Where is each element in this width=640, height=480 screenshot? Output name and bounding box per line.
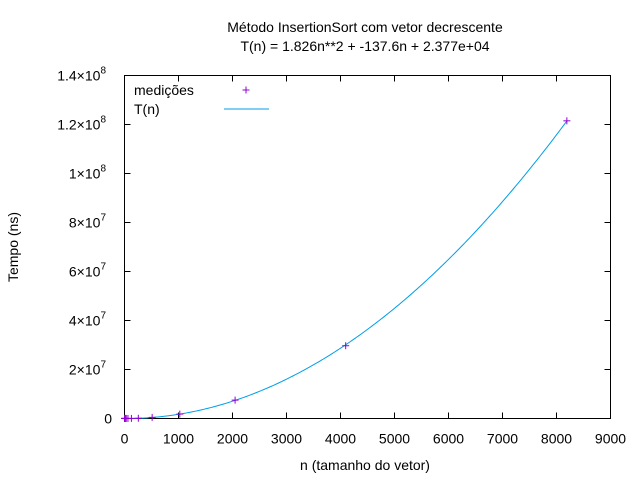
x-axis: 0 1000 2000 3000 4000 5000 6000 7000 8000 9000 [121,75,626,447]
y-tick-label: 1.2×108 [57,115,106,133]
x-axis-label: n (tamanho do vetor) [300,457,430,473]
x-tick-label: 3000 [271,431,302,447]
x-tick: 3000 [271,75,302,447]
data-point [176,410,184,418]
x-tick-label: 6000 [433,431,464,447]
y-tick-mantissa: 4×10 [69,313,101,329]
y-tick-mantissa: 1×10 [69,166,101,182]
points-layer [121,117,571,422]
y-tick-mantissa: 1.2×10 [57,117,100,133]
y-tick: 2×107 [69,360,611,378]
y-tick-label: 2×107 [69,360,107,378]
x-tick: 9000 [595,75,626,447]
y-tick-mantissa: 1.4×10 [57,68,100,84]
y-tick-exponent: 7 [100,311,106,322]
x-tick: 1000 [163,75,194,447]
x-tick-label: 8000 [541,431,572,447]
x-tick: 8000 [541,75,572,447]
y-tick-exponent: 7 [100,262,106,273]
x-tick: 6000 [433,75,464,447]
x-tick-label: 1000 [163,431,194,447]
data-point [563,117,571,125]
y-tick-label: 1×108 [69,164,107,182]
x-tick: 7000 [487,75,518,447]
x-tick-label: 4000 [325,431,356,447]
y-tick: 1×108 [69,164,611,182]
y-tick-exponent: 8 [100,66,106,77]
y-tick-label: 4×107 [69,311,107,329]
y-tick-exponent: 8 [100,115,106,126]
y-tick-exponent: 7 [100,360,106,371]
x-tick-label: 9000 [595,431,626,447]
y-tick: 1.4×108 [57,66,611,84]
y-tick-mantissa: 6×10 [69,264,101,280]
y-tick-exponent: 8 [100,164,106,175]
y-tick: 8×107 [69,213,611,231]
y-tick: 6×107 [69,262,611,280]
data-point [231,396,239,404]
y-tick-label: 1.4×108 [57,66,106,84]
x-tick: 4000 [325,75,356,447]
legend-label-medicoes: medições [134,82,194,98]
data-point [342,342,350,350]
x-tick: 2000 [217,75,248,447]
y-tick: 4×107 [69,311,611,329]
chart-title-line2: T(n) = 1.826n**2 + -137.6n + 2.377e+04 [240,38,489,54]
data-point [134,414,142,422]
y-tick-mantissa: 0 [104,411,112,427]
x-tick-label: 7000 [487,431,518,447]
data-point [127,414,135,422]
chart-title-line1: Método InsertionSort com vetor decrescen… [227,19,503,35]
y-tick: 1.2×108 [57,115,611,133]
x-tick-label: 2000 [217,431,248,447]
legend: medições T(n) [134,82,269,117]
data-point [148,413,156,421]
y-tick-mantissa: 2×10 [69,362,101,378]
fit-curve [124,120,568,419]
x-tick: 5000 [379,75,410,447]
fit-layer [124,120,568,419]
y-tick-exponent: 7 [100,213,106,224]
y-tick-label: 0 [104,411,112,427]
x-tick-label: 0 [121,431,129,447]
legend-marker-medicoes [242,86,250,94]
x-tick-label: 5000 [379,431,410,447]
y-tick-label: 6×107 [69,262,107,280]
plot-area-frame [124,75,611,419]
legend-label-fit: T(n) [134,101,160,117]
y-axis-label: Tempo (ns) [5,212,21,282]
y-tick-mantissa: 8×10 [69,215,101,231]
y-tick-label: 8×107 [69,213,107,231]
